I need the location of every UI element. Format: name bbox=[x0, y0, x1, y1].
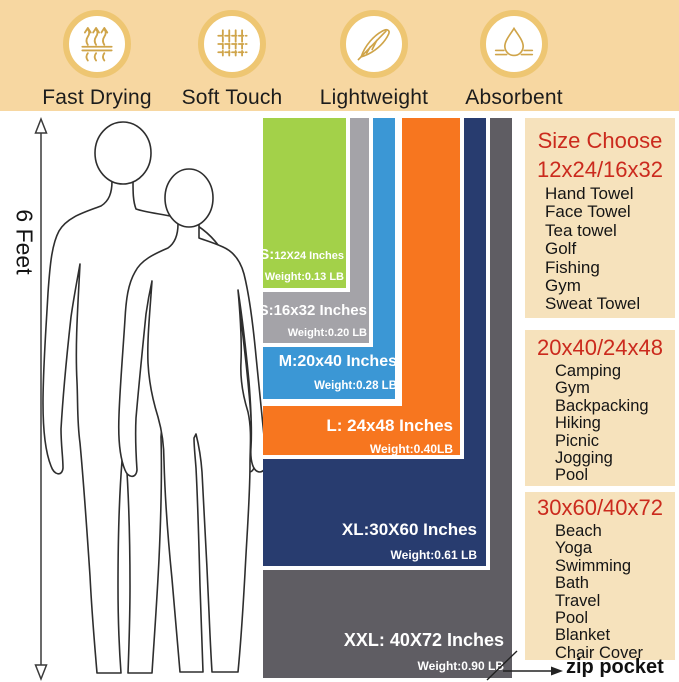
size-code: XS: bbox=[249, 246, 275, 263]
size-label-m: M:20x40 Inches Weight:0.28 LB bbox=[279, 353, 397, 392]
guide-item: Picnic bbox=[555, 431, 600, 450]
guide-item-list: Hand Towel Face Towel Tea towel Golf Fis… bbox=[525, 184, 675, 314]
size-label-s: S:16x32 Inches Weight:0.20 LB bbox=[258, 302, 367, 339]
size-guide-header: 20x40/24x48 bbox=[537, 335, 663, 360]
guide-item: Tea towel bbox=[545, 220, 617, 240]
feature-circle bbox=[480, 10, 548, 78]
size-dims: 12X24 Inches bbox=[274, 250, 344, 262]
size-title: XXL: 40X72 Inches bbox=[343, 630, 504, 650]
feature-label: Absorbent bbox=[465, 86, 563, 109]
feature-circle bbox=[63, 10, 131, 78]
size-label-l: L: 24x48 Inches Weight:0.40LB bbox=[326, 416, 453, 456]
size-guide-header: 12x24/16x32 bbox=[537, 157, 663, 182]
woman-figure-outline bbox=[117, 223, 268, 673]
size-label-xxl: XXL: 40X72 Inches Weight:0.90 LB bbox=[343, 630, 504, 673]
guide-item: Backpacking bbox=[555, 396, 649, 415]
size-title: L: 24x48 Inches bbox=[326, 416, 453, 435]
size-guide-title: Size Choose bbox=[537, 128, 663, 153]
guide-item: Bath bbox=[555, 574, 589, 593]
feature-label: Soft Touch bbox=[181, 86, 283, 109]
guide-item: Jogging bbox=[555, 449, 613, 468]
guide-item: Hiking bbox=[555, 414, 601, 433]
feature-circle bbox=[340, 10, 408, 78]
guide-item: Golf bbox=[545, 239, 577, 259]
size-weight: Weight:0.13 LB bbox=[264, 270, 344, 283]
size-weight: Weight:0.40LB bbox=[369, 441, 453, 456]
guide-item: Yoga bbox=[555, 539, 593, 558]
guide-item: Pool bbox=[555, 609, 589, 628]
size-guide-panel-medium: 20x40/24x48 Camping Gym Backpacking Hiki… bbox=[525, 330, 675, 486]
size-guide-panel-large: 30x60/40x72 Beach Yoga Swimming Bath Tra… bbox=[525, 492, 675, 662]
size-guide-header: 30x60/40x72 bbox=[537, 495, 663, 520]
guide-item: Chair Cover bbox=[555, 643, 644, 662]
height-ruler bbox=[34, 116, 48, 682]
size-weight: Weight:0.61 LB bbox=[390, 547, 477, 562]
size-title: S:16x32 Inches bbox=[258, 302, 367, 319]
guide-item: Gym bbox=[555, 379, 590, 398]
size-label-xl: XL:30X60 Inches Weight:0.61 LB bbox=[341, 520, 477, 562]
guide-item: Travel bbox=[555, 591, 601, 610]
size-weight: Weight:0.90 LB bbox=[417, 658, 504, 673]
size-guide-panel-small: Size Choose 12x24/16x32 Hand Towel Face … bbox=[525, 118, 675, 318]
size-label-xs: XS:12X24 Inches Weight:0.13 LB bbox=[249, 246, 344, 283]
size-weight: Weight:0.20 LB bbox=[287, 326, 367, 339]
guide-item: Beach bbox=[555, 522, 602, 540]
guide-item: Camping bbox=[555, 362, 622, 380]
size-weight: Weight:0.28 LB bbox=[314, 379, 397, 392]
steam-icon bbox=[81, 27, 113, 62]
size-title: M:20x40 Inches bbox=[278, 353, 397, 370]
guide-item: Hand Towel bbox=[545, 184, 634, 203]
weave-icon bbox=[217, 29, 248, 59]
guide-item: Face Towel bbox=[545, 202, 631, 222]
guide-item-list: Beach Yoga Swimming Bath Travel Pool Bla… bbox=[525, 522, 675, 662]
guide-item: Sweat Towel bbox=[545, 294, 641, 314]
guide-item: Pool bbox=[555, 466, 589, 485]
feature-label: Lightweight bbox=[319, 86, 429, 109]
droplet-icon bbox=[494, 26, 534, 57]
guide-item: Swimming bbox=[555, 556, 632, 575]
guide-item: Blanket bbox=[555, 626, 611, 645]
feature-lightweight: Lightweight bbox=[306, 10, 442, 110]
woman-head bbox=[164, 168, 214, 228]
feature-absorbent: Absorbent bbox=[446, 10, 582, 110]
guide-item: Gym bbox=[545, 276, 581, 296]
man-head bbox=[94, 121, 152, 185]
feature-fast-drying: Fast Drying bbox=[29, 10, 165, 110]
zip-pocket-label: zip pocket bbox=[566, 656, 664, 678]
feature-soft-touch: Soft Touch bbox=[164, 10, 300, 110]
feature-label: Fast Drying bbox=[42, 86, 152, 109]
man-figure-outline bbox=[42, 180, 256, 674]
size-title: XL:30X60 Inches bbox=[341, 520, 477, 539]
height-ruler-label: 6 Feet bbox=[11, 209, 38, 275]
size-rect-xs bbox=[263, 118, 350, 292]
feather-icon bbox=[357, 28, 390, 61]
features-banner: Fast Drying Soft Touch bbox=[0, 0, 679, 111]
guide-item-list: Camping Gym Backpacking Hiking Picnic Jo… bbox=[525, 362, 675, 485]
guide-item: Fishing bbox=[545, 257, 600, 277]
feature-circle bbox=[198, 10, 266, 78]
